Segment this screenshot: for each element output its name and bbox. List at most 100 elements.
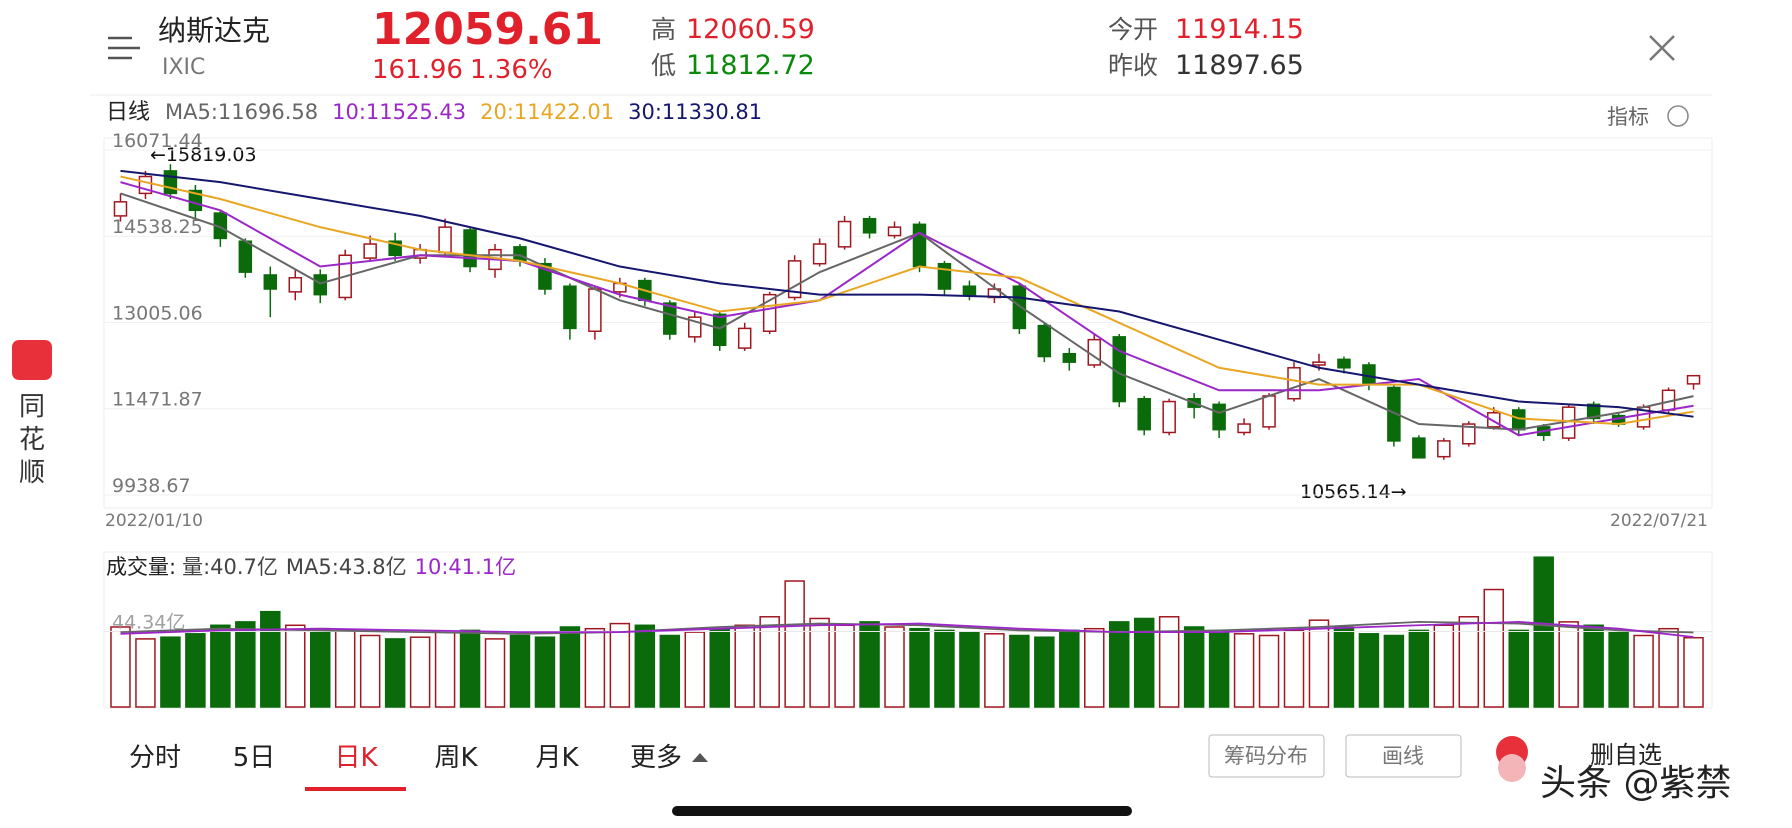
- volume-bar: [1383, 634, 1405, 708]
- candle-body: [962, 285, 977, 296]
- volume-bar: [1658, 627, 1679, 708]
- volume-bar: [1283, 629, 1305, 708]
- tab-underline: [305, 787, 406, 791]
- candle-body: [1112, 336, 1126, 403]
- change: 161.96: [372, 55, 463, 85]
- volume-bar: [484, 638, 506, 708]
- button-label[interactable]: 删自选: [1590, 741, 1662, 769]
- volume-bar: [185, 633, 206, 708]
- candle-body: [1137, 397, 1151, 431]
- candle-body: [1586, 403, 1601, 420]
- volume-bar: [684, 631, 706, 708]
- tab[interactable]: 分时: [129, 743, 181, 773]
- button[interactable]: [1208, 734, 1325, 778]
- candle-body: [1337, 358, 1351, 369]
- volume-bar: [1358, 633, 1380, 708]
- y-tick-label: 14538.25: [112, 216, 203, 238]
- volume-legend: MA5:43.8亿: [286, 555, 407, 579]
- volume-bar: [334, 629, 356, 708]
- candle-body: [1262, 395, 1276, 428]
- y-tick-label: 11471.87: [112, 389, 203, 411]
- candle-body: [912, 223, 927, 268]
- volume-bar: [235, 621, 256, 708]
- y-tick-label: 16071.44: [112, 130, 203, 152]
- volume-bar: [1558, 621, 1579, 708]
- volume-bar: [160, 636, 181, 708]
- ma-legend: 10:11525.43: [332, 100, 466, 124]
- date-label: 2022/07/21: [1610, 511, 1708, 531]
- tab-arrow: [692, 753, 708, 762]
- close-button[interactable]: [1649, 35, 1675, 61]
- tab[interactable]: 周K: [434, 743, 478, 773]
- ma-legend: MA5:11696.58: [165, 100, 318, 124]
- label: 昨收: [1108, 51, 1158, 80]
- menu-icon[interactable]: [108, 36, 140, 60]
- index-name: 纳斯达克: [158, 14, 270, 47]
- indicator-button[interactable]: 指标: [1607, 105, 1649, 129]
- candle-body: [663, 302, 677, 335]
- watermark: 头条 @紫禁: [1540, 763, 1731, 804]
- price: 12059.61: [372, 4, 603, 55]
- sidebar-text: 顺: [19, 458, 45, 488]
- volume-bar: [1683, 636, 1704, 708]
- volume-bar: [1408, 629, 1430, 708]
- volume-bar: [309, 627, 331, 708]
- volume-bar: [1108, 621, 1130, 708]
- label: 高: [651, 15, 676, 44]
- button[interactable]: [1345, 734, 1462, 778]
- app-icon[interactable]: [12, 340, 52, 380]
- volume-bar: [509, 634, 531, 708]
- volume-legend: 10:41.1亿: [415, 555, 517, 579]
- candle-body: [438, 226, 452, 254]
- ma-legend: 30:11330.81: [628, 100, 762, 124]
- value: 12060.59: [686, 14, 815, 45]
- candle-body: [737, 327, 752, 349]
- candle-body: [1387, 386, 1401, 442]
- candle-body: [188, 189, 203, 212]
- y-tick-label: 13005.06: [112, 302, 203, 324]
- volume-ma-line: [120, 620, 1694, 638]
- value: 11812.72: [686, 50, 815, 81]
- ma-legend: 20:11422.01: [480, 100, 614, 124]
- candle-body: [313, 274, 327, 296]
- volume-bar: [434, 631, 456, 708]
- tab[interactable]: 5日: [233, 743, 276, 773]
- label: 今开: [1108, 15, 1158, 44]
- tab[interactable]: 更多: [630, 743, 682, 773]
- button-label[interactable]: 画线: [1382, 744, 1424, 768]
- button-label[interactable]: 筹码分布: [1224, 744, 1308, 768]
- home-bar: [672, 806, 1132, 816]
- volume-bar: [1333, 626, 1355, 708]
- sidebar-text: 花: [19, 425, 45, 455]
- volume-bar: [1608, 631, 1629, 708]
- change-pct: 1.36%: [470, 55, 553, 85]
- candle-body: [1087, 338, 1102, 366]
- indicator-icon: [1667, 105, 1689, 127]
- volume-bar: [534, 636, 556, 708]
- ma-line: [120, 192, 1694, 431]
- candle-body: [1437, 440, 1451, 458]
- candle-body: [1312, 361, 1326, 366]
- volume-bar: [809, 617, 830, 708]
- y-tick-label: 44.34亿: [112, 612, 185, 634]
- candle-body: [463, 229, 477, 268]
- candle-body: [862, 217, 877, 234]
- volume-bar: [260, 610, 281, 708]
- volume-bar: [909, 627, 930, 708]
- candle-body: [1212, 403, 1226, 431]
- volume-bar: [1158, 616, 1180, 708]
- volume-bar: [934, 629, 955, 708]
- tab[interactable]: 月K: [535, 743, 579, 773]
- volume-bar: [559, 626, 581, 708]
- volume-bar: [984, 633, 1005, 708]
- candle-body: [288, 277, 303, 293]
- candle-body: [513, 246, 527, 262]
- period: 日线: [106, 100, 150, 125]
- volume-bar: [1308, 619, 1330, 708]
- candle-body: [1162, 400, 1176, 434]
- candle-body: [762, 293, 777, 332]
- candle-body: [113, 201, 128, 217]
- volume-bar: [859, 621, 880, 708]
- volume-bar: [784, 580, 805, 708]
- tab[interactable]: 日K: [334, 743, 378, 773]
